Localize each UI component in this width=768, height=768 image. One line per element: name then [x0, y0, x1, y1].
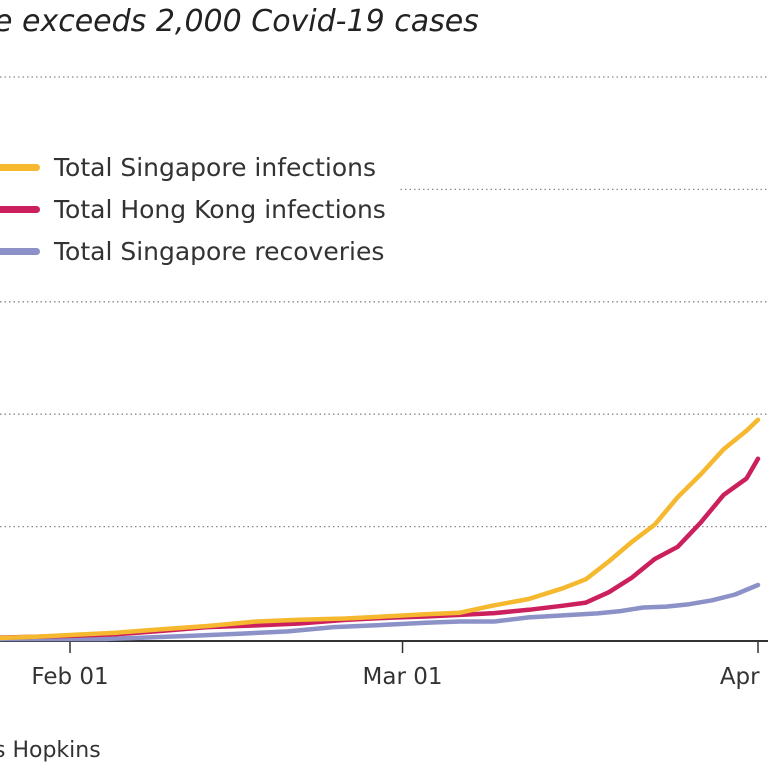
legend-label: Total Singapore recoveries — [54, 236, 385, 266]
series-lines — [0, 417, 761, 642]
source-note: s Hopkins — [0, 738, 101, 763]
grid-lines — [0, 76, 768, 528]
series-line-singapore-recoveries — [0, 582, 761, 642]
legend-swatch — [0, 247, 40, 255]
series-line-hong-kong-infections — [0, 456, 761, 640]
chart-title: e exceeds 2,000 Covid-19 cases — [0, 4, 479, 39]
legend-swatch — [0, 163, 40, 171]
legend-label: Total Singapore infections — [54, 152, 377, 182]
series-line-singapore-infections — [0, 417, 761, 641]
legend: Total Singapore infections Total Hong Ko… — [0, 146, 400, 276]
x-tick-label: Mar 01 — [363, 664, 443, 690]
x-tick-label: Feb 01 — [31, 664, 108, 690]
legend-item-hong-kong-infections: Total Hong Kong infections — [0, 188, 386, 230]
x-axis: Feb 01 Mar 01 Apr 01 — [0, 640, 768, 690]
legend-item-singapore-infections: Total Singapore infections — [0, 146, 386, 188]
legend-label: Total Hong Kong infections — [54, 194, 386, 224]
x-tick-label: Apr 01 — [720, 664, 768, 690]
legend-item-singapore-recoveries: Total Singapore recoveries — [0, 230, 386, 272]
legend-swatch — [0, 205, 40, 213]
